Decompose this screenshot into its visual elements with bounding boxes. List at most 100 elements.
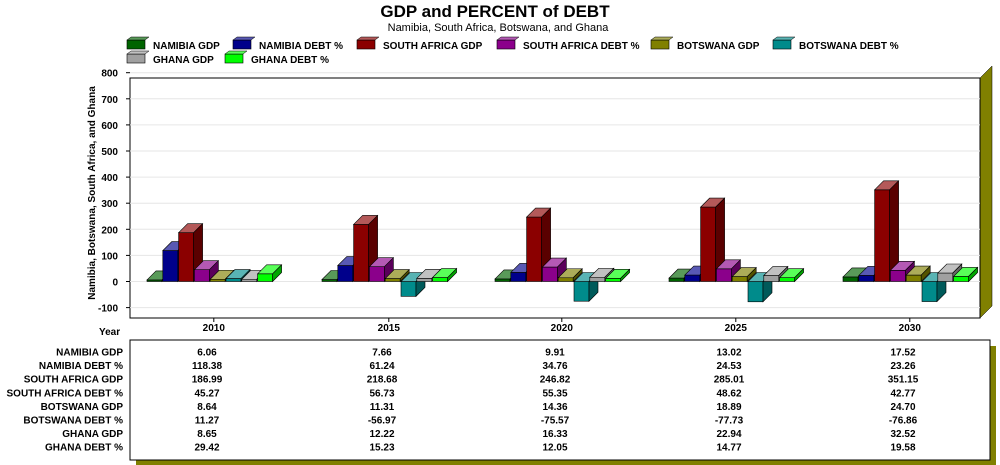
y-tick-label: 500 <box>101 147 118 158</box>
table-cell: 118.38 <box>192 361 222 372</box>
table-cell: 285.01 <box>714 375 745 386</box>
bar-side <box>968 266 978 283</box>
legend-item: SOUTH AFRICA GDP <box>356 36 483 52</box>
bar-front <box>416 278 433 282</box>
table-row-label: NAMIBIA DEBT % <box>39 361 123 372</box>
bar <box>368 256 395 283</box>
bar-side <box>794 267 804 283</box>
legend-label: GHANA DEBT % <box>251 55 329 66</box>
bar-front <box>257 273 273 282</box>
bar <box>557 268 583 283</box>
bar-front <box>921 281 938 302</box>
bar-front <box>542 266 558 282</box>
bar-front <box>716 268 732 282</box>
table-cell: 42.77 <box>890 388 915 399</box>
table-cell: 8.65 <box>197 429 217 440</box>
table-cell: 32.52 <box>890 429 915 440</box>
legend-label: SOUTH AFRICA GDP <box>383 41 483 52</box>
bar-side <box>920 265 931 283</box>
legend-swatch <box>224 53 244 64</box>
bar-front <box>494 278 511 282</box>
table-row-label: BOTSWANA GDP <box>41 402 124 413</box>
table-cell: 13.02 <box>716 348 741 359</box>
legend-swatch-top <box>356 36 380 41</box>
bar <box>699 197 726 283</box>
legend-swatch-top <box>650 36 674 41</box>
bar-front <box>526 216 542 282</box>
table-cell: 246.82 <box>540 375 571 386</box>
table-cell: 55.35 <box>542 388 567 399</box>
table-cell: 24.53 <box>716 361 741 372</box>
table-cell: 16.33 <box>542 429 567 440</box>
x-tick-label: 2020 <box>551 323 574 334</box>
x-tick-label: 2030 <box>899 323 922 334</box>
bar-front <box>557 277 574 282</box>
legend-swatch-top <box>224 50 248 55</box>
table-cell: 15.23 <box>369 443 394 454</box>
bar <box>541 257 568 283</box>
bar-side <box>399 268 410 283</box>
bar <box>731 266 757 283</box>
bar-front <box>194 269 210 282</box>
x-tick-label: 2010 <box>203 323 226 334</box>
x-axis-label: Year <box>99 327 120 338</box>
legend-swatch <box>232 39 252 50</box>
bar <box>604 268 631 283</box>
legend-label: SOUTH AFRICA DEBT % <box>523 41 640 52</box>
bar-front <box>337 265 354 282</box>
bar-side <box>746 266 757 283</box>
bar-front <box>209 278 226 282</box>
table-cell: 48.62 <box>716 388 741 399</box>
bar-side <box>272 264 282 283</box>
bar-front <box>731 276 748 282</box>
bar-front <box>353 224 369 282</box>
y-tick-label: 0 <box>112 278 118 289</box>
bar-front <box>432 277 448 282</box>
table-cell: 12.05 <box>542 443 567 454</box>
legend-label: NAMIBIA GDP <box>153 41 220 52</box>
bar-front <box>890 270 906 282</box>
table-cell: 6.06 <box>197 348 217 359</box>
bar-front <box>842 276 859 282</box>
legend-swatch-top <box>772 36 796 41</box>
bar-front <box>779 277 795 282</box>
legend-item: SOUTH AFRICA DEBT % <box>496 36 640 52</box>
legend-swatch-top <box>496 36 520 41</box>
table-row-label: GHANA DEBT % <box>45 443 123 454</box>
y-tick-label: 400 <box>101 173 118 184</box>
table-row-label: NAMIBIA GDP <box>56 348 123 359</box>
table-cell: 14.36 <box>542 402 567 413</box>
legend-item: GHANA GDP <box>126 50 214 66</box>
table-row-label: GHANA GDP <box>62 429 123 440</box>
y-tick-label: 100 <box>101 251 118 262</box>
legend-item: BOTSWANA DEBT % <box>772 36 899 52</box>
legend-label: BOTSWANA DEBT % <box>799 41 899 52</box>
bar <box>905 265 931 283</box>
table-cell: -75.57 <box>541 416 570 427</box>
table-row-label: SOUTH AFRICA GDP <box>24 375 124 386</box>
legend-item: BOTSWANA GDP <box>650 36 760 52</box>
table-cell: -77.73 <box>715 416 744 427</box>
bar-front <box>510 272 527 282</box>
table-cell: 351.15 <box>888 375 919 386</box>
y-tick-label: 300 <box>101 199 118 210</box>
table-cell: 9.91 <box>545 348 565 359</box>
bar-front <box>684 274 701 282</box>
legend-swatch-top <box>232 36 256 41</box>
chart-subtitle: Namibia, South Africa, Botswana, and Gha… <box>388 22 610 34</box>
bar-front <box>700 206 716 282</box>
bar-front <box>747 281 764 303</box>
bar <box>952 266 979 283</box>
bar-front <box>953 276 969 282</box>
legend-swatch <box>126 53 146 64</box>
table-cell: -76.86 <box>889 416 918 427</box>
plot-right-wall <box>979 65 993 319</box>
legend-label: GHANA GDP <box>153 55 214 66</box>
legend-swatch <box>126 39 146 50</box>
y-axis-label: Namibia, Botswana, South Africa, and Gha… <box>87 86 98 300</box>
table-cell: 218.68 <box>367 375 398 386</box>
y-tick-label: -100 <box>98 304 118 315</box>
table-cell: 19.58 <box>890 443 915 454</box>
bar-front <box>874 189 890 282</box>
y-tick-label: 800 <box>101 69 118 80</box>
